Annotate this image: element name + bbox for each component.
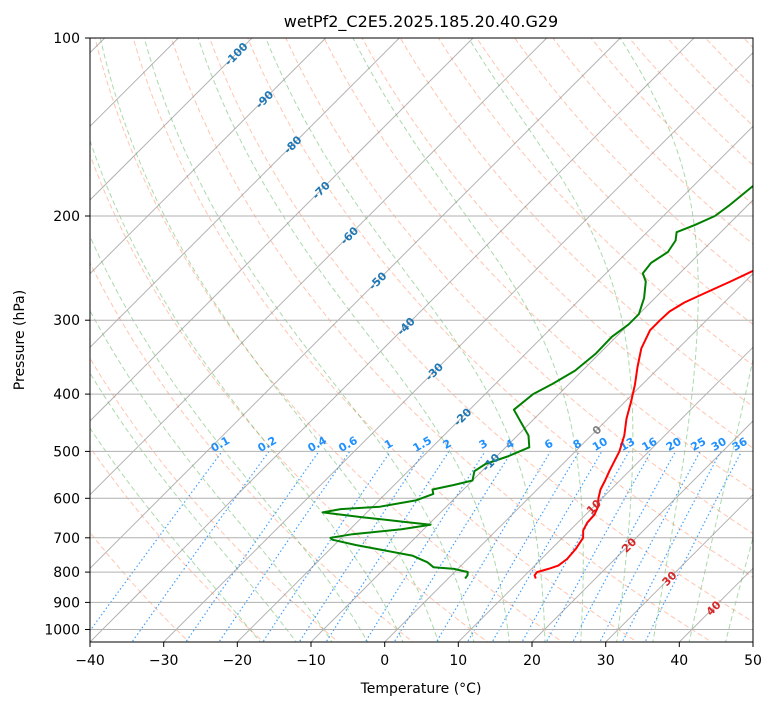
isotherm-line	[531, 420, 753, 642]
mixing-ratio-line	[185, 451, 320, 642]
chart-title: wetPf2_C2E5.2025.185.20.40.G29	[284, 12, 558, 32]
mixing-ratio-line	[364, 451, 486, 642]
mixing-ratio-line	[572, 451, 677, 642]
mixing-ratio-line	[90, 451, 223, 632]
x-tick-label: −30	[149, 653, 179, 669]
profile-lines	[321, 184, 753, 580]
isotherm-line	[90, 38, 621, 570]
mixing-ratio-line	[131, 451, 270, 642]
dry-adiabat	[361, 38, 753, 449]
mixing-ratio-line	[621, 451, 722, 642]
y-tick-label: 300	[53, 313, 80, 329]
dry-adiabat	[323, 38, 753, 492]
x-axis: −40 −30 −20 −10 0 10 20 30 40 50	[75, 642, 762, 669]
mixing-ratio-line	[393, 451, 513, 642]
y-axis-label: Pressure (hPa)	[12, 290, 28, 390]
plot-frame	[89, 37, 754, 643]
y-tick-label: 600	[53, 491, 80, 507]
mixing-ratio-line	[298, 451, 425, 642]
y-tick-label: 100	[53, 31, 80, 47]
pressure-grid	[90, 38, 753, 630]
x-tick-label: 50	[744, 653, 762, 669]
temperature-profile-line	[533, 269, 753, 579]
mixing-ratio-line	[599, 451, 701, 642]
mixing-ratio-line	[435, 451, 552, 642]
mixing-ratio-line	[262, 451, 391, 642]
isotherm-line	[310, 199, 753, 642]
isotherm-line	[605, 493, 753, 642]
mixing-ratio-line	[545, 451, 652, 642]
isotherm-line	[384, 272, 753, 642]
y-tick-label: 200	[53, 209, 80, 225]
dry-adiabat	[170, 38, 713, 642]
y-tick-label: 900	[53, 595, 80, 611]
y-axis: 100 200 300 400 500 600 700 800 900 1000	[44, 31, 90, 639]
x-tick-label: 20	[523, 653, 541, 669]
isotherm-line	[90, 38, 695, 642]
dry-adiabat	[247, 38, 753, 578]
x-tick-label: −20	[223, 653, 253, 669]
x-axis-label: Temperature (°C)	[360, 681, 482, 697]
y-tick-label: 500	[53, 444, 80, 460]
mixing-ratio-line	[325, 451, 450, 642]
isotherm-line	[163, 51, 753, 642]
isotherm-line	[90, 38, 548, 496]
dry-adiabat	[285, 38, 753, 535]
isotherm-line	[90, 38, 400, 349]
x-tick-label: 30	[597, 653, 615, 669]
x-tick-label: 10	[449, 653, 467, 669]
x-tick-label: 40	[670, 653, 688, 669]
isotherm-line	[90, 38, 253, 201]
isotherm-line	[457, 346, 753, 642]
dewpoint-profile-line	[321, 184, 753, 580]
dry-adiabat	[437, 38, 753, 366]
x-tick-label: −10	[296, 653, 326, 669]
x-tick-label: −40	[75, 653, 105, 669]
y-tick-label: 700	[53, 531, 80, 547]
y-tick-label: 1000	[44, 623, 80, 639]
isotherm-line	[90, 38, 327, 275]
moist-adiabat	[90, 427, 261, 642]
mixing-ratio-line	[466, 451, 580, 642]
x-tick-label: 0	[380, 653, 389, 669]
dry-adiabat	[90, 153, 489, 642]
y-tick-label: 400	[53, 387, 80, 403]
moist-adiabat	[90, 372, 297, 642]
mixing-ratio-line	[218, 451, 351, 642]
isotherm-line	[90, 38, 474, 422]
y-tick-label: 800	[53, 565, 80, 581]
